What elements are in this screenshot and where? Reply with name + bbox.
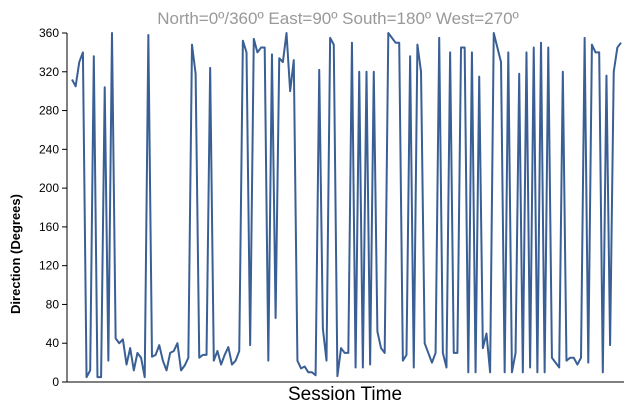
y-tick-label: 160 [39,220,59,234]
y-tick-label: 280 [39,104,59,118]
chart-subtitle: North=0º/360º East=90º South=180º West=2… [157,9,519,28]
y-axis-ticks: 0 40 80 120 160 200 240 280 320 360 [39,26,67,389]
y-tick-label: 0 [52,375,59,389]
x-axis-label: Session Time [288,384,402,404]
y-tick-label: 80 [46,297,60,311]
series-line [71,32,622,379]
y-axis-label: Direction (Degrees) [8,194,23,314]
y-tick-label: 200 [39,181,59,195]
y-tick-label: 40 [46,336,60,350]
series-group [71,32,622,379]
y-tick-label: 360 [39,26,59,40]
y-tick-label: 120 [39,259,59,273]
y-tick-label: 320 [39,65,59,79]
y-tick-label: 240 [39,142,59,156]
